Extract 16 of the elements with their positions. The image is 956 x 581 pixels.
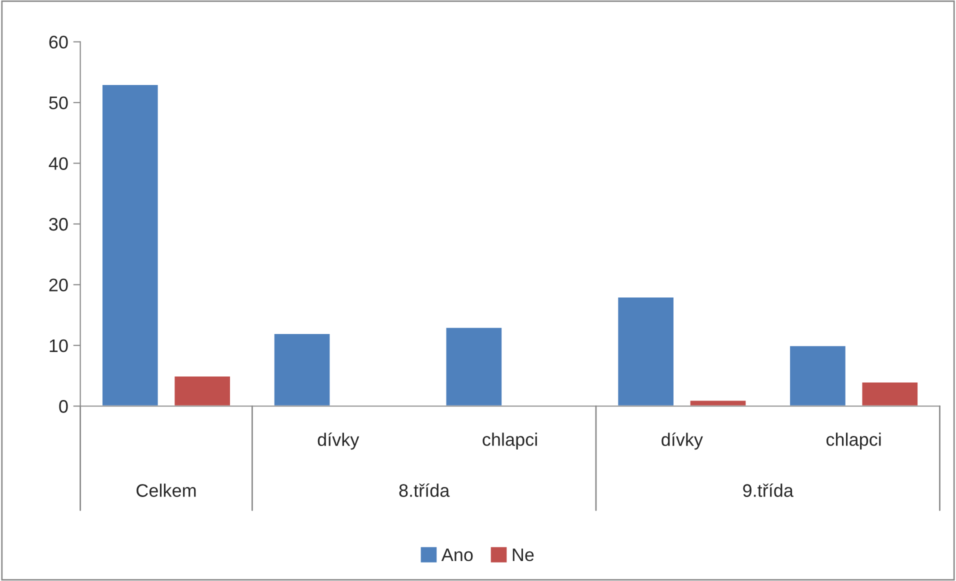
- text: 9.třída: [743, 483, 794, 497]
- y-tick-label: 20: [49, 278, 68, 292]
- y-tick-label: 60: [49, 36, 68, 49]
- x-tick-label: chlapci: [826, 432, 881, 450]
- legend-label: Ne: [512, 548, 534, 562]
- legend-label: Ano: [441, 548, 473, 562]
- y-tick-label: 40: [48, 157, 68, 170]
- y-tick-label: 10: [50, 339, 68, 352]
- x-tick-label: dívky: [318, 432, 360, 450]
- x-tick-label: chlapci: [482, 432, 537, 450]
- text: 8.třída: [399, 483, 450, 497]
- x-tick-label: dívky: [662, 432, 703, 450]
- y-tick-label: 0: [59, 400, 68, 413]
- text: Celkem: [136, 484, 196, 497]
- y-tick-label: 50: [49, 96, 68, 110]
- y-tick-label: 30: [49, 218, 68, 231]
